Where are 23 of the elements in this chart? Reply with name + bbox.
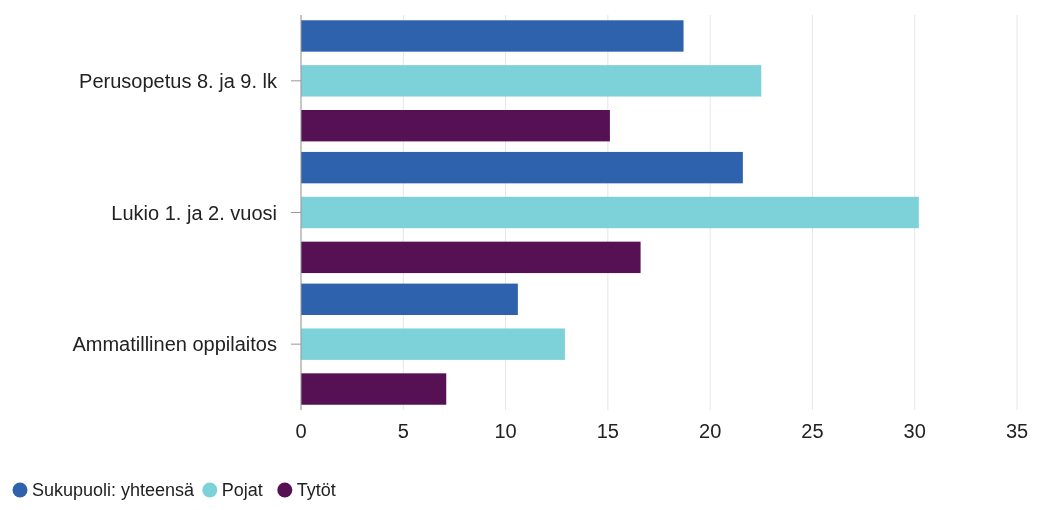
bar — [301, 373, 447, 405]
x-tick-label: 15 — [596, 420, 619, 442]
x-tick-label: 0 — [295, 420, 307, 442]
bar — [301, 196, 919, 229]
x-tick-label: 10 — [494, 420, 517, 442]
x-tick-label: 35 — [1005, 420, 1029, 442]
bar — [301, 20, 684, 52]
bar — [301, 328, 565, 360]
y-tick-label: Lukio 1. ja 2. vuosi — [111, 201, 277, 224]
bar — [301, 65, 762, 97]
y-tick-label: Perusopetus 8. ja 9. lk — [79, 69, 278, 92]
legend-label: Tytöt — [296, 480, 336, 500]
bar — [301, 151, 743, 184]
legend-label: Sukupuoli: yhteensä — [32, 480, 196, 500]
bar — [301, 241, 641, 274]
bar — [301, 283, 518, 315]
x-tick-label: 25 — [801, 420, 824, 442]
x-tick-label: 20 — [699, 420, 722, 442]
y-tick-label: Ammatillinen oppilaitos — [72, 333, 277, 356]
legend-label: Pojat — [221, 480, 263, 500]
bar — [301, 110, 610, 142]
x-tick-label: 5 — [397, 420, 409, 442]
x-tick-label: 30 — [903, 420, 926, 442]
